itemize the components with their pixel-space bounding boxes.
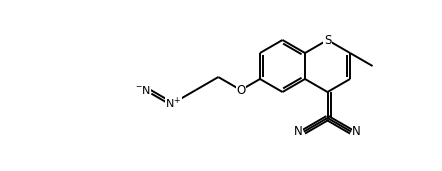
Text: $\mathregular{{}^{-}N}$: $\mathregular{{}^{-}N}$ [134, 84, 151, 96]
Text: O: O [236, 84, 245, 97]
Text: N: N [352, 125, 361, 138]
Text: S: S [324, 34, 331, 47]
Text: N: N [294, 125, 303, 138]
Text: $\mathregular{N}^{+}$: $\mathregular{N}^{+}$ [165, 95, 181, 111]
